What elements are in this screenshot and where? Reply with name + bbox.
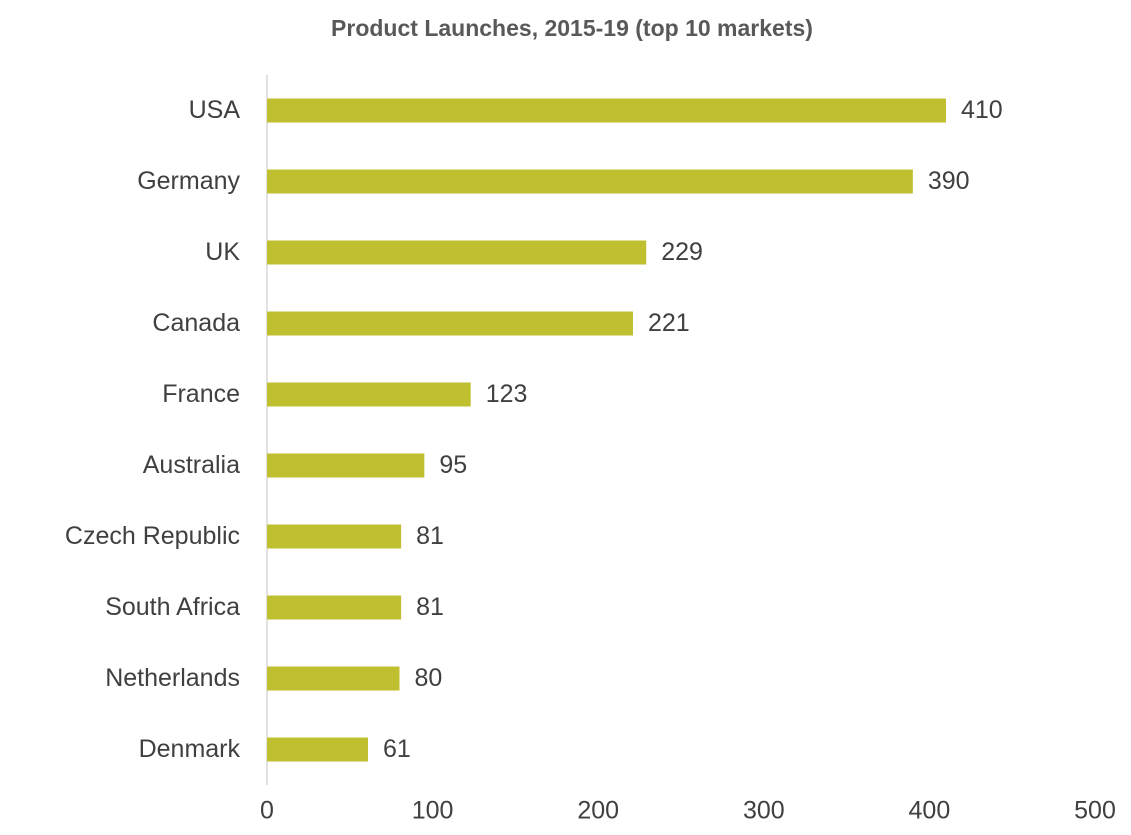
x-tick-label: 0 bbox=[260, 797, 274, 825]
value-label: 81 bbox=[416, 522, 444, 550]
bar bbox=[267, 453, 425, 478]
value-label: 123 bbox=[486, 380, 528, 408]
value-label: 229 bbox=[661, 238, 703, 266]
value-label: 61 bbox=[383, 735, 411, 763]
bar bbox=[267, 666, 400, 691]
y-tick-label: Canada bbox=[152, 309, 240, 337]
bar bbox=[267, 595, 402, 620]
bar bbox=[267, 737, 369, 762]
value-label: 95 bbox=[439, 451, 467, 479]
value-label: 81 bbox=[416, 593, 444, 621]
bar bbox=[267, 98, 946, 123]
y-tick-label: Denmark bbox=[139, 735, 241, 763]
y-tick-label: South Africa bbox=[105, 593, 240, 621]
x-tick-label: 500 bbox=[1074, 797, 1116, 825]
bar bbox=[267, 524, 402, 549]
y-tick-label: UK bbox=[205, 238, 240, 266]
y-tick-label: Australia bbox=[143, 451, 240, 479]
bar bbox=[267, 382, 471, 407]
y-tick-label: USA bbox=[189, 96, 241, 124]
y-tick-label: France bbox=[162, 380, 240, 408]
y-tick-label: Germany bbox=[137, 167, 240, 195]
value-label: 410 bbox=[961, 96, 1003, 124]
chart-title: Product Launches, 2015-19 (top 10 market… bbox=[331, 15, 813, 41]
x-tick-label: 100 bbox=[412, 797, 454, 825]
y-tick-label: Netherlands bbox=[105, 664, 240, 692]
x-tick-label: 300 bbox=[743, 797, 785, 825]
x-tick-label: 200 bbox=[577, 797, 619, 825]
value-label: 390 bbox=[928, 167, 970, 195]
y-tick-label: Czech Republic bbox=[65, 522, 240, 550]
bar bbox=[267, 311, 633, 336]
value-label: 221 bbox=[648, 309, 690, 337]
value-label: 80 bbox=[414, 664, 442, 692]
bar bbox=[267, 240, 647, 265]
bar bbox=[267, 169, 913, 194]
x-tick-label: 400 bbox=[909, 797, 951, 825]
